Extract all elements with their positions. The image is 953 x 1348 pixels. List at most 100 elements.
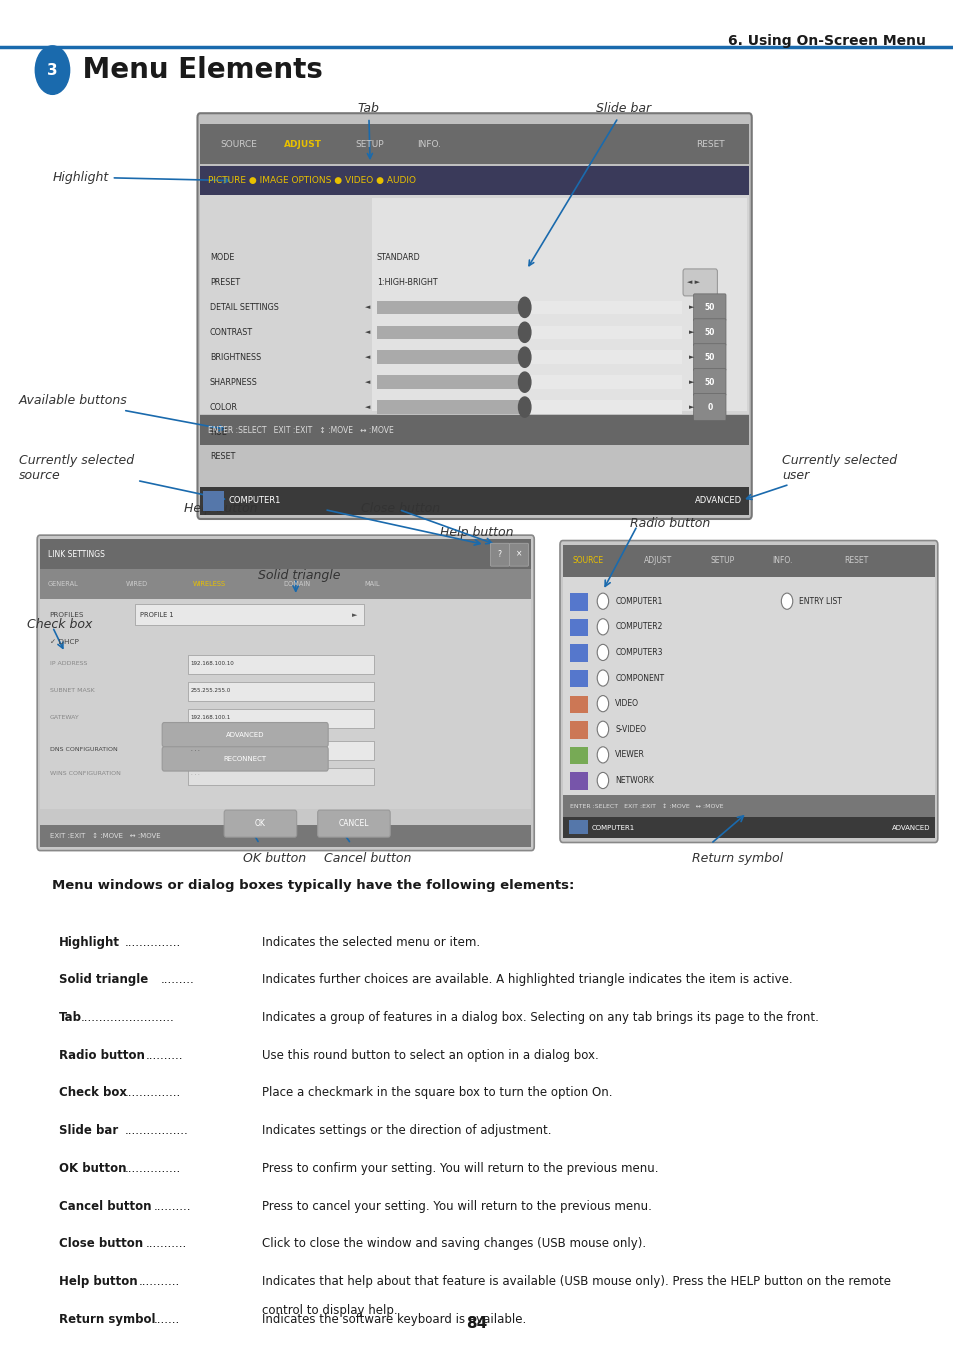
Bar [376,326,681,340]
Text: DNS CONFIGURATION: DNS CONFIGURATION [50,747,117,752]
Bar [200,124,748,164]
Text: Currently selected
user: Currently selected user [746,453,897,499]
Text: Highlight: Highlight [59,936,120,949]
Text: CANCEL: CANCEL [338,820,369,828]
Circle shape [597,644,608,661]
Ellipse shape [518,298,530,317]
FancyBboxPatch shape [693,369,725,396]
Text: .........: ......... [160,973,194,987]
Text: HUE: HUE [210,427,227,437]
Bar [570,747,587,764]
Text: COMPUTER3: COMPUTER3 [615,648,662,656]
Text: ►: ► [688,329,694,336]
Text: ENTER :SELECT   EXIT :EXIT   ↕ :MOVE   ↔ :MOVE: ENTER :SELECT EXIT :EXIT ↕ :MOVE ↔ :MOVE [208,426,394,434]
Text: Indicates the software keyboard is available.: Indicates the software keyboard is avail… [262,1313,526,1326]
Text: Return symbol: Return symbol [59,1313,155,1326]
Text: Help button: Help button [439,526,514,539]
Text: Slide bar: Slide bar [529,102,651,266]
Bar [570,772,587,790]
Bar [570,644,587,662]
Ellipse shape [518,396,530,418]
Text: OK: OK [254,820,266,828]
Text: ✓ DHCP: ✓ DHCP [50,639,78,644]
Text: RECONNECT: RECONNECT [223,756,267,762]
Bar [570,593,587,611]
Text: WINS CONFIGURATION: WINS CONFIGURATION [50,771,120,776]
Text: CONTRAST: CONTRAST [210,328,253,337]
FancyBboxPatch shape [693,344,725,371]
Text: control to display help.: control to display help. [262,1304,397,1317]
Text: STANDARD: STANDARD [376,253,420,262]
Bar [524,376,681,390]
Bar [524,400,681,414]
Bar [188,682,374,701]
Text: Help button: Help button [184,501,257,515]
Text: ►: ► [688,379,694,386]
Bar [524,350,681,364]
FancyBboxPatch shape [162,723,328,747]
Text: VIEWER: VIEWER [615,751,644,759]
Text: MODE: MODE [210,253,234,262]
Text: DOMAIN: DOMAIN [283,581,310,586]
FancyBboxPatch shape [682,268,717,295]
Bar [570,696,587,713]
Text: ►: ► [688,355,694,360]
Text: ◄: ◄ [364,379,370,386]
Text: ◄: ◄ [364,355,370,360]
Circle shape [781,593,792,609]
Text: S-VIDEO: S-VIDEO [615,725,645,733]
Text: ...........: ........... [139,1275,180,1289]
Text: Cancel button: Cancel button [323,852,411,865]
Text: PICTURE ● IMAGE OPTIONS ● VIDEO ● AUDIO: PICTURE ● IMAGE OPTIONS ● VIDEO ● AUDIO [208,177,416,185]
Text: .........................: ......................... [81,1011,174,1024]
Text: Currently selected
source: Currently selected source [19,453,224,500]
Text: ?: ? [497,550,501,558]
Circle shape [597,619,608,635]
Bar [203,491,224,511]
Text: Slide bar: Slide bar [59,1124,118,1138]
Text: 6. Using On-Screen Menu: 6. Using On-Screen Menu [727,34,924,47]
Text: Close button: Close button [360,501,439,515]
Text: EXIT :EXIT   ↕ :MOVE   ↔ :MOVE: EXIT :EXIT ↕ :MOVE ↔ :MOVE [50,833,160,838]
Circle shape [597,747,608,763]
Text: SOURCE: SOURCE [220,140,256,148]
Text: Indicates settings or the direction of adjustment.: Indicates settings or the direction of a… [262,1124,551,1138]
Bar [562,577,934,795]
Text: ◄: ◄ [364,305,370,310]
Text: INFO.: INFO. [416,140,441,148]
Bar [188,655,374,674]
FancyBboxPatch shape [693,294,725,321]
Text: .................: ................. [124,1124,188,1138]
Text: GATEWAY: GATEWAY [50,714,79,720]
FancyBboxPatch shape [693,319,725,346]
Text: Solid triangle: Solid triangle [257,569,339,582]
Bar [372,198,746,411]
Text: SHARPNESS: SHARPNESS [210,377,257,387]
Text: BRIGHTNESS: BRIGHTNESS [210,353,261,361]
Text: DETAIL SETTINGS: DETAIL SETTINGS [210,303,278,311]
Text: Click to close the window and saving changes (USB mouse only).: Click to close the window and saving cha… [262,1237,646,1251]
Text: . . .: . . . [191,747,199,752]
Text: RESET: RESET [696,140,724,148]
Text: ENTER :SELECT   EXIT :EXIT   ↕ :MOVE   ↔ :MOVE: ENTER :SELECT EXIT :EXIT ↕ :MOVE ↔ :MOVE [570,803,723,809]
Text: NETWORK: NETWORK [615,776,654,785]
Text: ADVANCED: ADVANCED [891,825,929,830]
Text: OK button: OK button [243,852,306,865]
FancyBboxPatch shape [509,543,528,566]
Bar [188,709,374,728]
Text: WIRELESS: WIRELESS [193,581,226,586]
Text: COLOR: COLOR [210,403,237,411]
Text: Press to cancel your setting. You will return to the previous menu.: Press to cancel your setting. You will r… [262,1200,652,1213]
Text: Solid triangle: Solid triangle [59,973,149,987]
FancyBboxPatch shape [559,541,937,842]
Bar [562,795,934,817]
Text: IP ADDRESS: IP ADDRESS [50,661,87,666]
Bar [200,487,748,515]
Text: LINK SETTINGS: LINK SETTINGS [48,550,105,558]
Text: Menu Elements: Menu Elements [73,57,323,84]
Bar [376,376,681,390]
Text: SETUP: SETUP [710,557,734,565]
Text: MAIL: MAIL [364,581,379,586]
Text: OK button: OK button [59,1162,127,1175]
Text: ...........: ........... [146,1237,187,1251]
